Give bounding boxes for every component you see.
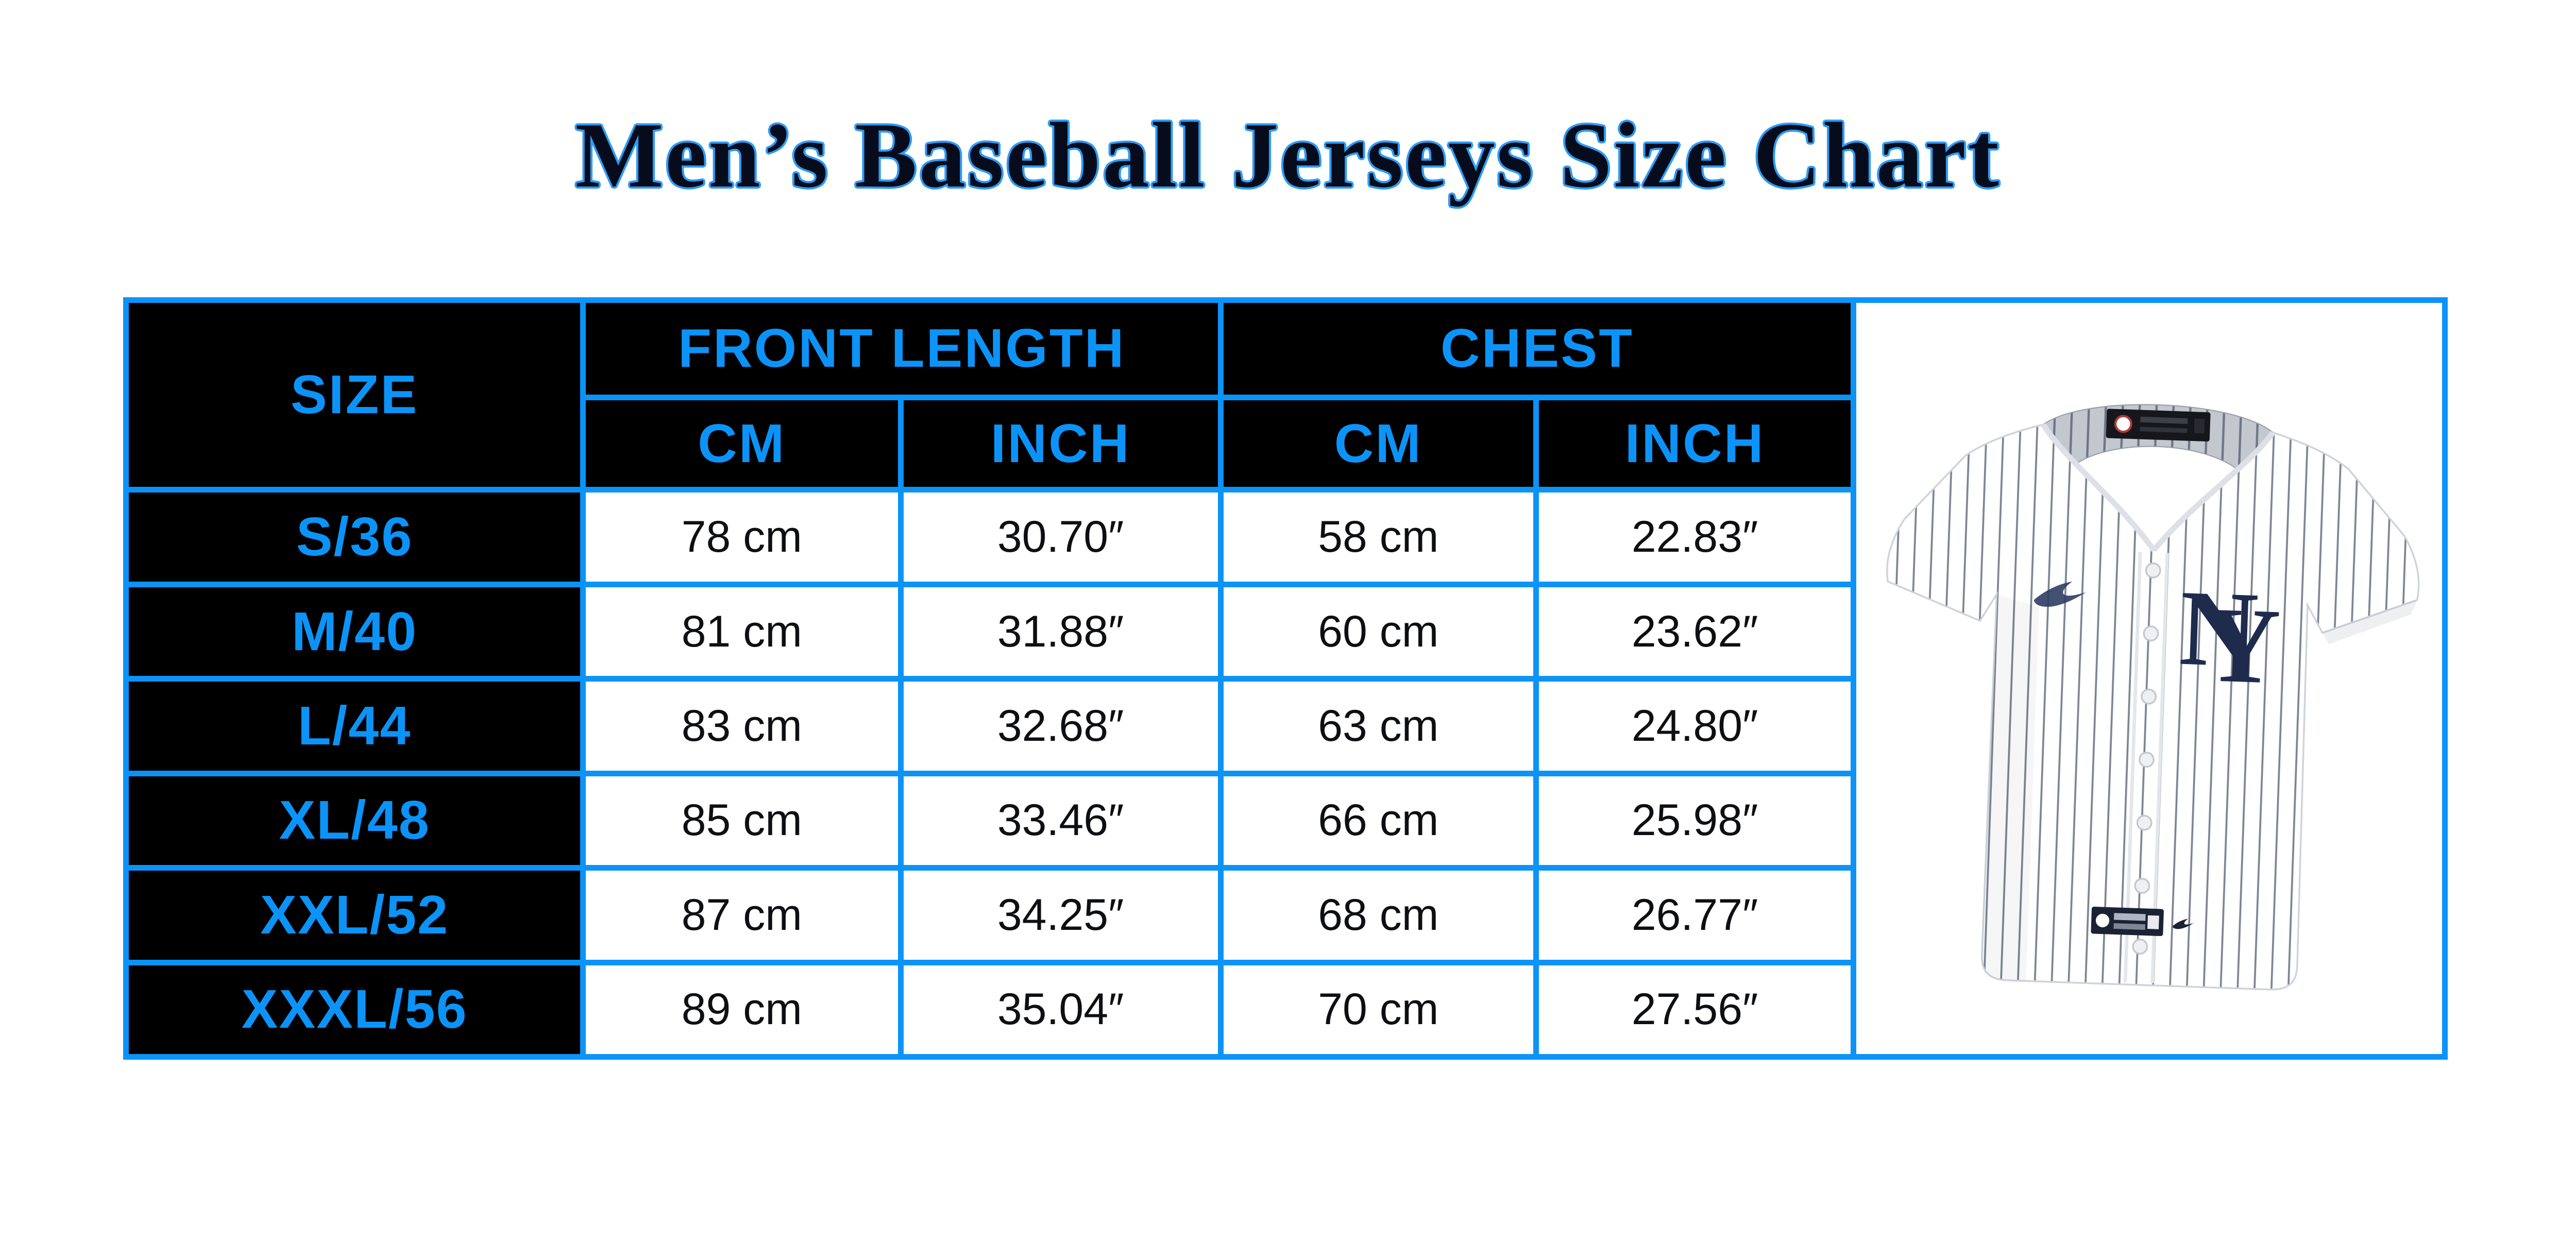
front-inch-value: 31.88″ [897, 581, 1224, 682]
chest-inch-value: 22.83″ [1533, 487, 1857, 587]
column-header-front-length: FRONT LENGTH [580, 297, 1224, 401]
front-cm-value: 87 cm [580, 865, 904, 965]
table-row-xxl52: XXL/52 87 cm 34.25″ 68 cm 26.77″ [123, 865, 2445, 965]
ny-logo-y: Y [2199, 584, 2282, 706]
chest-cm-value: 58 cm [1217, 487, 1539, 587]
front-inch-value: 35.04″ [897, 959, 1224, 1060]
size-chart-table: SIZE FRONT LENGTH CHEST [123, 297, 2448, 1060]
collar-label [2106, 409, 2211, 441]
column-header-chest-cm: CM [1217, 395, 1539, 493]
collar-seam-left [2041, 422, 2157, 552]
ny-logo: N Y [2178, 568, 2282, 706]
column-header-chest: CHEST [1217, 297, 1857, 401]
size-label: L/44 [123, 676, 586, 776]
sleeve-shadow [2322, 600, 2417, 644]
collar-seam-right [2151, 430, 2276, 552]
chest-inch-value: 23.62″ [1533, 581, 1857, 682]
yankees-pinstripe-jersey-icon: N Y [1886, 403, 2420, 991]
header-row-units: CM INCH CM INCH [126, 395, 2445, 493]
size-label: M/40 [123, 581, 586, 682]
mlb-logo [2114, 414, 2132, 433]
chest-inch-value: 27.56″ [1533, 959, 1857, 1060]
jersey-image: N Y [1859, 305, 2439, 1051]
front-cm-value: 81 cm [580, 581, 904, 682]
ny-logo-n: N [2178, 568, 2260, 690]
chest-inch-value: 26.77″ [1533, 865, 1857, 965]
table-row-xl48: XL/48 85 cm 33.46″ 66 cm 25.98″ [123, 770, 2445, 871]
jersey-buttons [2132, 562, 2161, 955]
chest-cm-value: 60 cm [1217, 581, 1539, 682]
chest-cm-value: 68 cm [1217, 865, 1539, 965]
table-row-s36: S/36 78 cm 30.70″ 58 cm 22.83″ [123, 487, 2445, 587]
column-header-chest-inch: INCH [1533, 395, 1857, 493]
chest-inch-value: 24.80″ [1533, 676, 1857, 776]
size-chart-table-container: SIZE FRONT LENGTH CHEST [123, 297, 2448, 1060]
chest-cm-value: 66 cm [1217, 770, 1539, 871]
chest-cm-value: 70 cm [1217, 959, 1539, 1060]
chest-inch-value: 25.98″ [1533, 770, 1857, 871]
nike-swoosh-icon [2033, 581, 2086, 607]
jock-tag [2091, 906, 2194, 936]
jersey-shading [1981, 594, 2039, 981]
size-label: XXL/52 [123, 865, 586, 965]
size-label: XL/48 [123, 770, 586, 871]
column-header-size: SIZE [123, 297, 586, 493]
front-inch-value: 30.70″ [897, 487, 1224, 587]
size-chart-page: Men’s Baseball Jerseys Size Chart SIZE F… [123, 104, 2448, 1060]
front-cm-value: 78 cm [580, 487, 904, 587]
size-label: XXXL/56 [123, 959, 586, 1060]
table-row-m40: M/40 81 cm 31.88″ 60 cm 23.62″ [123, 581, 2445, 682]
table-row-xxxl56: XXXL/56 89 cm 35.04″ 70 cm 27.56″ [123, 959, 2445, 1060]
size-label: S/36 [123, 487, 586, 587]
front-inch-value: 33.46″ [897, 770, 1224, 871]
jersey-cell: N Y [1851, 297, 2448, 1060]
front-inch-value: 32.68″ [897, 676, 1224, 776]
column-header-front-inch: INCH [897, 395, 1224, 493]
front-cm-value: 83 cm [580, 676, 904, 776]
header-row-groups: SIZE FRONT LENGTH CHEST [123, 297, 2448, 1060]
table-row-l44: L/44 83 cm 32.68″ 63 cm 24.80″ [123, 676, 2445, 776]
front-cm-value: 85 cm [580, 770, 904, 871]
column-header-front-cm: CM [580, 395, 904, 493]
front-inch-value: 34.25″ [897, 865, 1224, 965]
page-title: Men’s Baseball Jerseys Size Chart [575, 104, 2001, 207]
front-cm-value: 89 cm [580, 959, 904, 1060]
jersey-body [1886, 423, 2420, 991]
chest-cm-value: 63 cm [1217, 676, 1539, 776]
